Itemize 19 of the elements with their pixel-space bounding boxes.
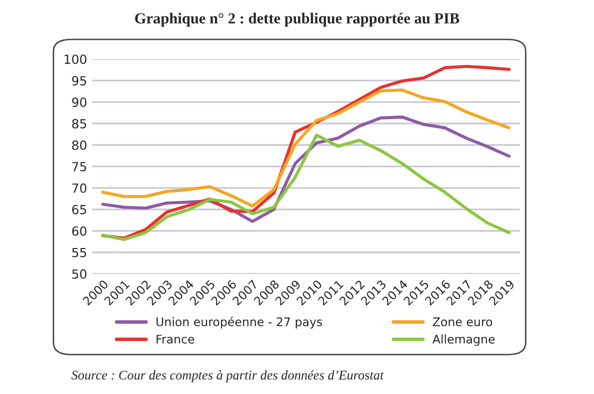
y-tick-label: 80 [72,140,86,150]
source-note: Source : Cour des comptes à partir des données d’Eurostat [71,370,384,382]
legend-label: Union européenne - 27 pays [156,316,322,329]
y-tick-label: 100 [64,54,86,64]
legend-label: France [156,334,194,344]
chart-title: Graphique n° 2 : dette publique rapportée au PIB [135,12,460,27]
y-tick-label: 85 [72,118,86,128]
y-tick-label: 95 [72,76,86,86]
y-tick-label: 50 [72,269,86,279]
legend-label: Allemagne [432,334,495,346]
line-series [101,88,511,208]
legend-label: Zone euro [432,318,492,326]
y-tick-label: 70 [72,183,86,193]
y-tick-label: 75 [72,162,86,172]
y-tick-label: 65 [72,204,86,214]
y-tick-label: 60 [72,226,86,236]
line-series [101,134,511,242]
y-tick-label: 55 [72,248,86,258]
y-tick-label: 90 [72,98,86,107]
